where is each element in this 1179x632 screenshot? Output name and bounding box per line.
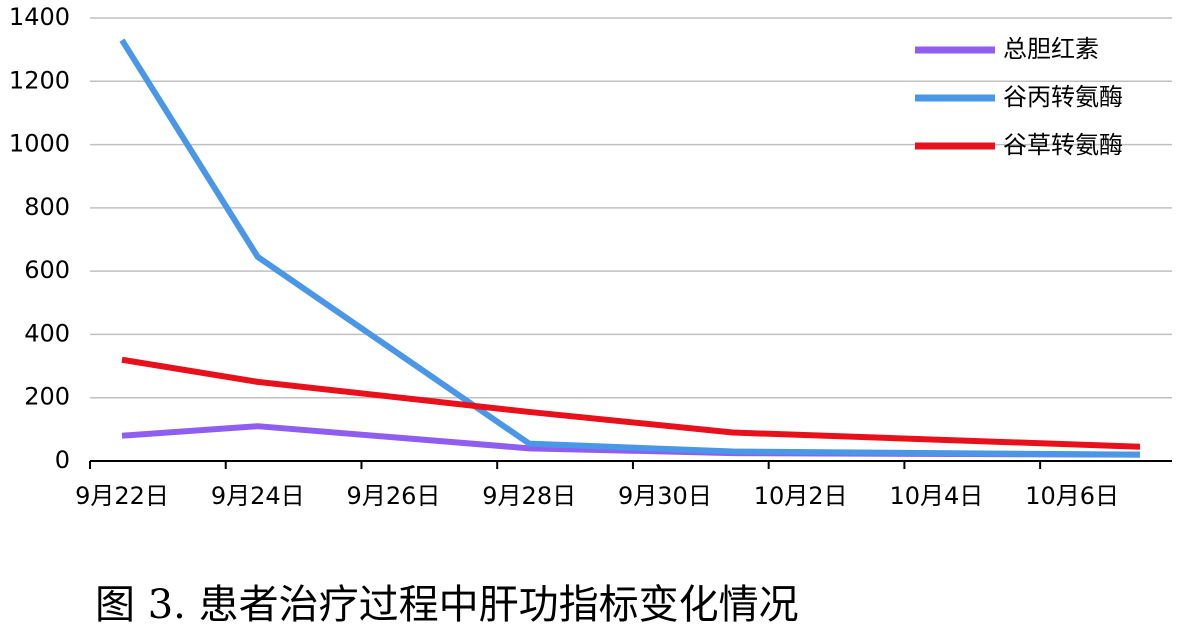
x-tick-label: 9月28日 xyxy=(482,482,576,510)
x-tick-label: 10月6日 xyxy=(1025,482,1119,510)
series-line xyxy=(119,38,1141,458)
y-tick-label: 1400 xyxy=(9,3,70,31)
y-tick-label: 200 xyxy=(24,383,70,411)
x-tick-label: 9月24日 xyxy=(211,482,305,510)
x-tick-label: 10月4日 xyxy=(889,482,983,510)
y-tick-label: 600 xyxy=(24,256,70,284)
y-tick-label: 800 xyxy=(24,193,70,221)
x-tick-label: 9月26日 xyxy=(347,482,441,510)
x-tick-label: 9月30日 xyxy=(618,482,712,510)
legend-label: 谷草转氨酶 xyxy=(1003,131,1123,159)
legend-label: 总胆红素 xyxy=(1003,35,1099,63)
chart-caption: 图 3. 患者治疗过程中肝功指标变化情况 xyxy=(95,582,799,628)
x-tick-label: 10月2日 xyxy=(754,482,848,510)
legend-label: 谷丙转氨酶 xyxy=(1003,83,1123,111)
y-tick-label: 1000 xyxy=(9,130,70,158)
y-tick-label: 400 xyxy=(24,319,70,347)
x-tick-label: 9月22日 xyxy=(75,482,169,510)
y-tick-label: 0 xyxy=(55,446,70,474)
series-line xyxy=(121,356,1141,450)
y-tick-label: 1200 xyxy=(9,66,70,94)
